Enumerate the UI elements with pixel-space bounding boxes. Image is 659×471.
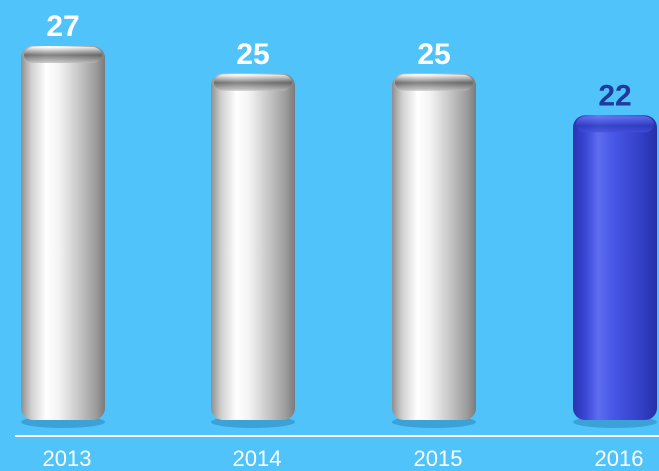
- bar-cap-2016: [576, 116, 654, 133]
- bar-2016: [573, 115, 657, 428]
- value-label-2014: 25: [236, 38, 269, 71]
- bar-cap-2014: [214, 74, 292, 91]
- x-tick-label-2013: 2013: [43, 446, 92, 471]
- bar-body-2013: [21, 46, 105, 421]
- value-label-2016: 22: [598, 79, 631, 112]
- value-label-2013: 27: [46, 10, 79, 43]
- value-label-2015: 25: [417, 38, 450, 71]
- bar-cap-2015: [395, 74, 473, 91]
- bar-2013: [21, 46, 105, 428]
- bar-body-2014: [211, 73, 295, 420]
- bar-2015: [392, 73, 476, 428]
- x-tick-label-2016: 2016: [595, 446, 644, 471]
- x-tick-label-2014: 2014: [233, 446, 282, 471]
- bar-2014: [211, 73, 295, 428]
- bar-body-2016: [573, 115, 657, 421]
- x-tick-label-2015: 2015: [414, 446, 463, 471]
- bar-cap-2013: [24, 47, 102, 64]
- bar-body-2015: [392, 73, 476, 420]
